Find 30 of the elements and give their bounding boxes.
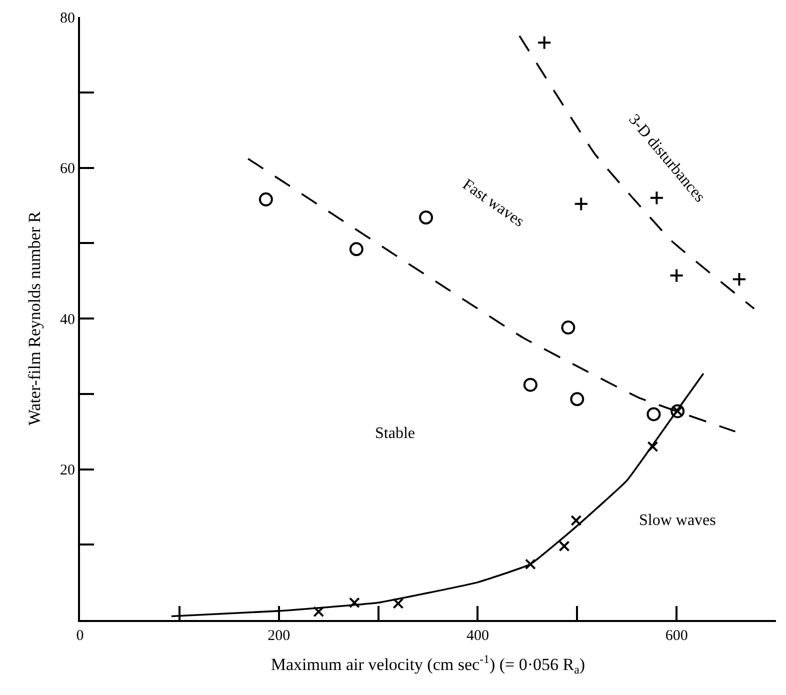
- point: [570, 515, 582, 526]
- x-tick-label: 400: [466, 628, 489, 644]
- point: [537, 35, 552, 50]
- y-tick-label: 60: [60, 161, 75, 177]
- point: [732, 272, 747, 287]
- x-tick-label: 600: [665, 628, 688, 644]
- point: [574, 196, 588, 212]
- x-tick-label: 200: [268, 628, 290, 644]
- y-tick-label: 40: [60, 312, 75, 328]
- point: [646, 407, 661, 422]
- point: [561, 320, 576, 335]
- point: [647, 441, 658, 452]
- annotation: Stable: [375, 425, 415, 442]
- point: [524, 558, 536, 570]
- y-tick-label: 20: [60, 462, 75, 478]
- y-tick-label: 80: [60, 10, 75, 26]
- y-axis-title: Water-film Reynolds number R: [25, 210, 44, 426]
- point: [669, 268, 684, 283]
- point: [558, 540, 570, 552]
- point: [348, 597, 360, 608]
- annotation: Slow waves: [639, 512, 716, 529]
- x-axis-title: Maximum air velocity (cm sec$^{-1}$) (= 0·056 R$_{a}$): [270, 652, 586, 676]
- point: [313, 606, 324, 618]
- point: [570, 392, 584, 406]
- point: [349, 242, 364, 256]
- x-tick-label: 0: [76, 628, 84, 644]
- point: [419, 210, 434, 224]
- point: [392, 598, 404, 609]
- point: [258, 192, 273, 206]
- point: [523, 378, 538, 392]
